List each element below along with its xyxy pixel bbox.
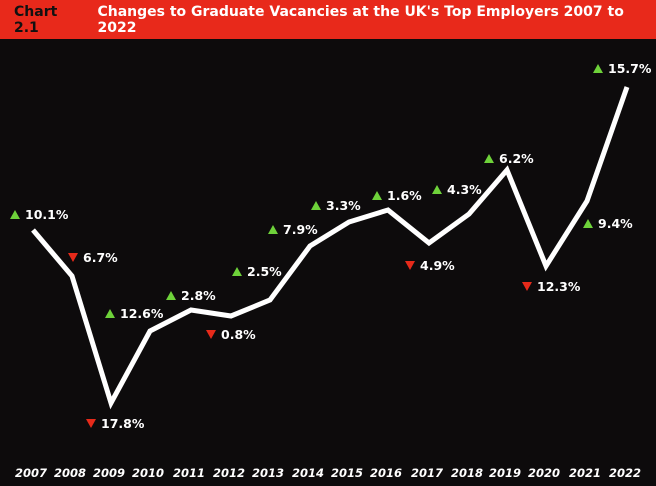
data-label-2015: 3.3% [311,198,361,213]
up-arrow-icon [311,201,321,210]
x-tick-2007: 2007 [14,466,48,480]
up-arrow-icon [372,191,382,200]
up-arrow-icon [432,185,442,194]
data-label-value: 10.1% [25,207,69,222]
x-tick-2011: 2011 [172,466,206,480]
up-arrow-icon [593,64,603,73]
chart-number: Chart 2.1 [14,3,58,36]
x-tick-2009: 2009 [92,466,126,480]
data-label-2007: 10.1% [10,207,68,222]
data-label-value: 7.9% [283,222,318,237]
down-arrow-icon [86,419,96,428]
up-arrow-icon [268,225,278,234]
data-label-value: 4.3% [447,182,482,197]
down-arrow-icon [68,253,78,262]
x-tick-2012: 2012 [212,466,246,480]
data-label-value: 0.8% [221,327,256,342]
x-tick-2022: 2022 [608,466,642,480]
down-arrow-icon [206,330,216,339]
x-tick-2020: 2020 [527,466,561,480]
data-label-2021: 9.4% [583,216,633,231]
chart-header: Chart 2.1 Changes to Graduate Vacancies … [0,0,656,39]
data-label-value: 4.9% [420,258,455,273]
data-label-value: 6.2% [499,151,534,166]
data-label-value: 15.7% [608,61,652,76]
down-arrow-icon [405,261,415,270]
data-label-2013: 2.5% [232,264,282,279]
data-label-value: 17.8% [101,416,145,431]
up-arrow-icon [166,291,176,300]
up-arrow-icon [232,267,242,276]
up-arrow-icon [105,309,115,318]
x-tick-2014: 2014 [291,466,325,480]
vacancies-line [31,86,630,410]
data-label-2010: 12.6% [105,306,163,321]
data-label-2017: 4.9% [405,258,455,273]
data-label-value: 12.6% [120,306,164,321]
data-label-value: 2.5% [247,264,282,279]
up-arrow-icon [583,219,593,228]
data-label-2016: 1.6% [372,188,422,203]
data-label-2014: 7.9% [268,222,318,237]
up-arrow-icon [484,154,494,163]
down-arrow-icon [522,282,532,291]
data-label-2022: 15.7% [593,61,651,76]
x-tick-2013: 2013 [251,466,285,480]
data-label-value: 1.6% [387,188,422,203]
x-tick-2017: 2017 [410,466,444,480]
data-label-value: 6.7% [83,250,118,265]
chart-title: Changes to Graduate Vacancies at the UK'… [97,3,624,36]
x-tick-2010: 2010 [131,466,165,480]
data-label-value: 9.4% [598,216,633,231]
data-label-2020: 12.3% [522,279,580,294]
x-tick-2016: 2016 [369,466,403,480]
x-tick-2021: 2021 [568,466,602,480]
x-tick-2018: 2018 [450,466,484,480]
data-label-2009: 17.8% [86,416,144,431]
data-label-value: 2.8% [181,288,216,303]
data-label-2008: 6.7% [68,250,118,265]
x-tick-2019: 2019 [488,466,522,480]
data-label-2011: 2.8% [166,288,216,303]
up-arrow-icon [10,210,20,219]
data-label-value: 3.3% [326,198,361,213]
x-tick-2008: 2008 [53,466,87,480]
data-label-2012: 0.8% [206,327,256,342]
data-label-2019: 6.2% [484,151,534,166]
data-label-value: 12.3% [537,279,581,294]
data-label-2018: 4.3% [432,182,482,197]
x-tick-2015: 2015 [330,466,364,480]
